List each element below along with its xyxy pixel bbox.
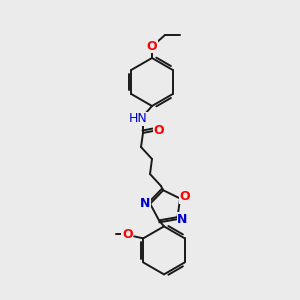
Text: O: O: [122, 228, 133, 241]
Text: O: O: [147, 40, 157, 52]
Text: O: O: [154, 124, 164, 137]
Text: N: N: [140, 197, 150, 210]
Text: N: N: [177, 213, 188, 226]
Text: HN: HN: [129, 112, 147, 125]
Text: O: O: [180, 190, 190, 203]
